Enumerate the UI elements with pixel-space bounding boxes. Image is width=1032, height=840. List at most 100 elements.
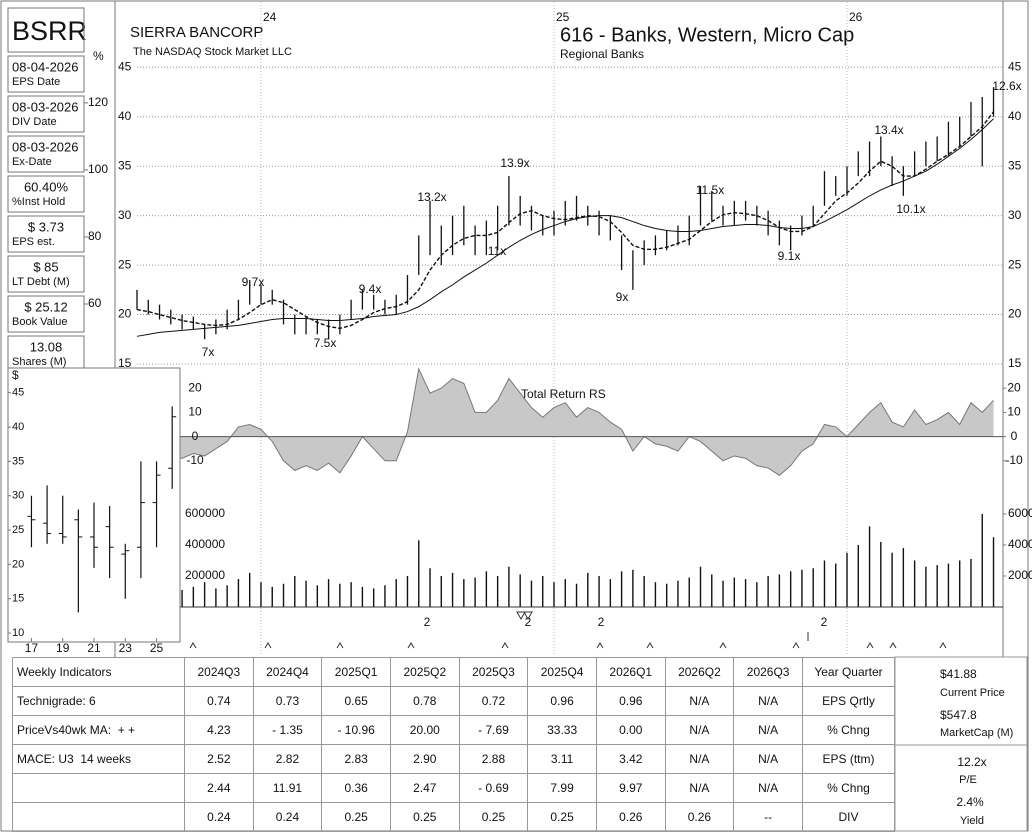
table-cell: 0.96 (595, 686, 666, 716)
table-row: Technigrade: 6 0.74 0.73 0.65 0.78 0.72 0.96 0.… (12, 686, 895, 716)
volume-bar (294, 575, 296, 607)
volume-bar (936, 565, 938, 607)
inset-x-tick-label: 23 (119, 641, 133, 655)
table-row: MACE: U3 14 weeks 2.52 2.82 2.83 2.90 2.88 3.1… (12, 744, 895, 774)
volume-bar (463, 579, 465, 607)
volume-marker: 2 (821, 615, 828, 629)
header-cell: 2026Q2 (664, 657, 735, 687)
pe-annotation: 11.5x (696, 183, 724, 197)
header-cell: 2024Q3 (184, 657, 254, 687)
table-cell: 20.00 (389, 715, 460, 745)
table-cell: 2.88 (458, 744, 529, 774)
table-header-row: Weekly Indicators 2024Q3 2024Q4 2025Q1 2025Q… (12, 657, 895, 687)
inset-y-tick-label: 15 (12, 593, 24, 605)
pe-annotation: 11x (488, 244, 506, 258)
table-cell: N/A (664, 686, 735, 716)
volume-bar (756, 582, 758, 607)
y-tick-label: 45 (118, 59, 132, 73)
summary-box (894, 656, 1028, 832)
inset-x-tick-label: 19 (56, 641, 70, 655)
volume-bar (733, 577, 736, 607)
table-row: 2.44 11.91 0.36 2.47- 0.69 7.99 9.97 N/A N/A% C… (12, 773, 895, 803)
info-value: 08-03-2026 (12, 139, 79, 154)
table-cell: % Chng (802, 773, 895, 803)
header-cell: 2026Q3 (733, 657, 803, 687)
volume-bar (485, 571, 488, 607)
volume-bar (722, 580, 724, 607)
event-caret (792, 642, 800, 649)
table-cell: N/A (733, 744, 803, 774)
volume-bar (880, 541, 882, 607)
info-value: 60.40% (24, 179, 69, 194)
header-cell: 2025Q1 (321, 657, 391, 687)
exchange: The NASDAQ Stock Market LLC (133, 46, 292, 58)
pe-annotation: 7x (202, 345, 215, 359)
volume-bar (384, 585, 386, 607)
y-tick-label: 20 (118, 307, 132, 321)
volume-bar (249, 572, 251, 607)
volume-bar (677, 580, 679, 607)
rs-tick-label: 20 (188, 380, 202, 394)
volume-bar (643, 575, 645, 607)
table-cell: 0.24 (252, 802, 323, 832)
volume-bar (711, 574, 713, 607)
header-cell: 2026Q1 (595, 657, 666, 687)
inset-x-tick-label: 17 (25, 641, 39, 655)
y-tick-label: 40 (118, 109, 132, 123)
volume-bar (361, 586, 364, 607)
summary-label: Current Price (940, 687, 1005, 699)
table-cell: 0.25 (389, 802, 460, 832)
volume-bar (226, 585, 228, 607)
volume-bar (260, 582, 262, 607)
rs-tick-label: -10 (186, 453, 204, 467)
table-cell: 2.44 (184, 773, 254, 803)
info-label: Book Value (12, 316, 67, 328)
header-cell: 2025Q4 (527, 657, 597, 687)
ticker: BSRR (12, 16, 87, 46)
moving-average-long (136, 118, 994, 337)
rs-tick-label-right: 10 (1007, 405, 1021, 419)
industry-group: 616 - Banks, Western, Micro Cap (560, 24, 854, 46)
volume-bar (947, 563, 950, 607)
volume-bar (632, 569, 634, 607)
volume-bar (801, 569, 803, 607)
volume-bar (959, 560, 961, 607)
pe-annotation: 7.5x (314, 336, 337, 350)
event-caret (596, 642, 604, 649)
header-cell: Weekly Indicators (12, 657, 185, 687)
pe-annotation: 13.9x (500, 156, 529, 170)
table-cell: MACE: U3 14 weeks (12, 744, 185, 774)
volume-tick-label: 200000 (185, 568, 225, 582)
volume-bar (542, 575, 544, 607)
table-cell: 0.73 (252, 686, 323, 716)
y2-tick-label: 120 (88, 95, 108, 109)
table-cell: 4.23 (184, 715, 254, 745)
table-cell: N/A (733, 686, 803, 716)
pe-annotation: 10.1x (896, 202, 925, 216)
header-cell: Year Quarter (802, 657, 895, 687)
y-tick-label-right: 25 (1008, 257, 1022, 271)
summary-value: $41.88 (940, 667, 977, 681)
y-tick-label: 25 (118, 257, 132, 271)
event-caret (336, 642, 344, 649)
inset-y-tick-label: 35 (12, 455, 24, 467)
y-tick-label-right: 30 (1008, 208, 1022, 222)
event-caret (264, 642, 272, 649)
volume-tick-label: 600000 (185, 506, 225, 520)
volume-bar (440, 575, 442, 607)
table-cell: 7.99 (527, 773, 597, 803)
volume-bar (508, 566, 510, 607)
volume-bar (496, 575, 499, 607)
header-cell: 2025Q3 (458, 657, 529, 687)
info-box (7, 295, 85, 333)
table-cell: - 10.96 (321, 715, 391, 745)
event-caret (646, 642, 654, 649)
y-tick-label: 15 (118, 356, 132, 370)
y2-axis-label: % (93, 49, 104, 63)
volume-bar (598, 575, 600, 607)
inset-y-tick-label: 25 (12, 524, 24, 536)
inset-y-tick-label: 20 (12, 558, 24, 570)
table-cell: 0.24 (184, 802, 254, 832)
rs-title: Total Return RS (521, 387, 606, 401)
